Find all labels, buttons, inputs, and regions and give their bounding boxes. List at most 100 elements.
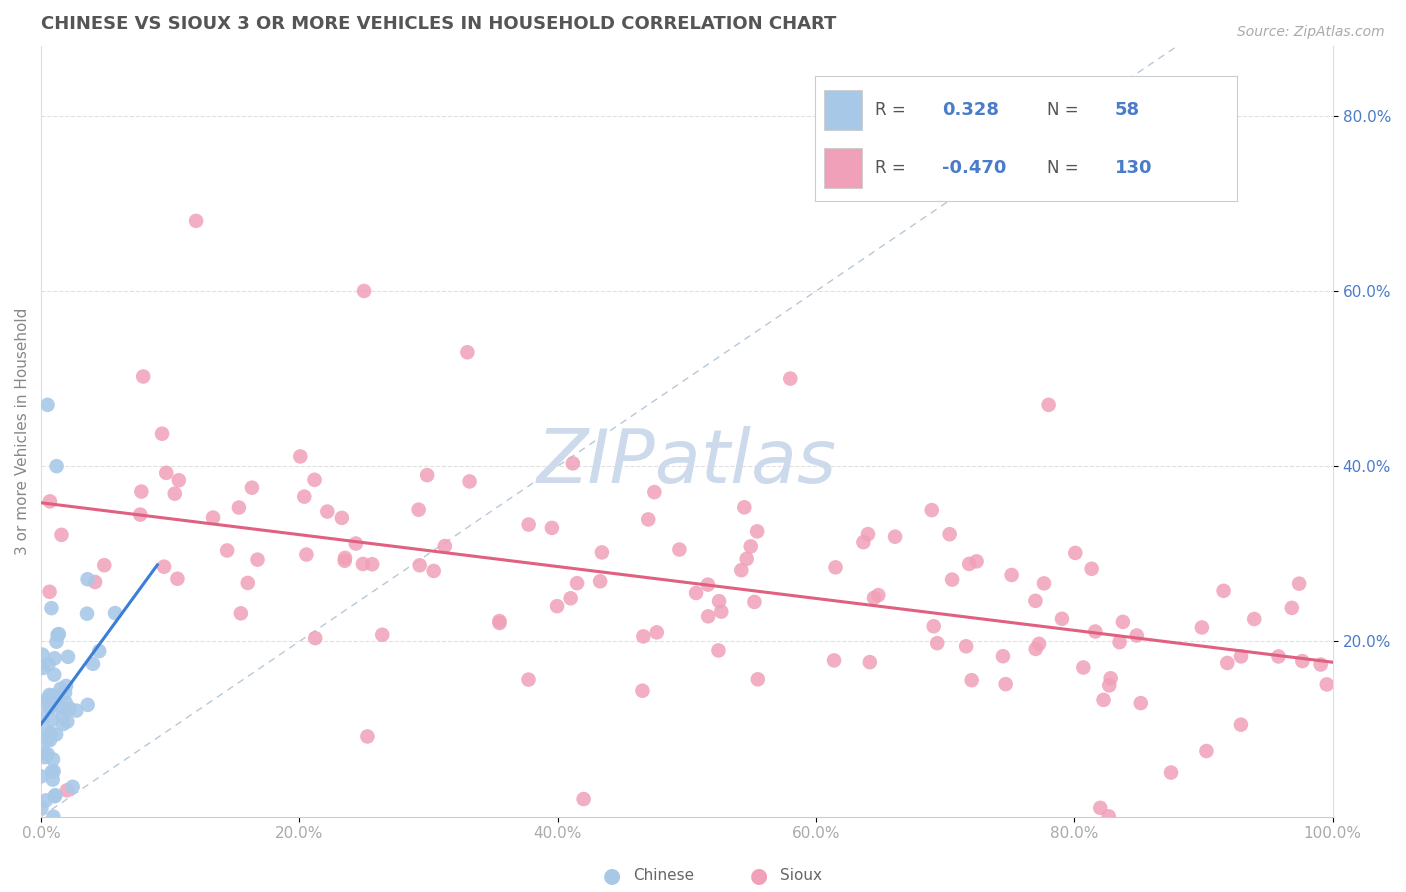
Point (633, 629, 655, 643)
Point (589, 574, 612, 589)
Point (184, 214, 207, 228)
Point (217, 543, 239, 558)
Point (38, 688, 60, 702)
Point (645, 625, 668, 640)
Point (1108, 635, 1130, 649)
Point (643, 485, 665, 500)
Point (371, 628, 394, 642)
Point (572, 792, 595, 806)
Point (304, 631, 326, 645)
Point (295, 548, 318, 562)
Point (685, 586, 707, 600)
Point (416, 468, 439, 483)
Point (1112, 615, 1135, 629)
Point (1281, 600, 1303, 615)
Point (1288, 576, 1310, 591)
Point (488, 614, 510, 628)
Point (163, 486, 186, 500)
Point (236, 576, 259, 591)
Point (316, 504, 339, 518)
Point (35, 793, 58, 807)
Point (1129, 696, 1152, 710)
Point (707, 643, 730, 657)
Point (1316, 677, 1339, 691)
Point (304, 473, 326, 487)
Point (202, 510, 225, 524)
Point (735, 552, 758, 566)
Point (868, 588, 890, 602)
Point (41, 713, 63, 727)
Text: ●: ● (603, 866, 620, 886)
Y-axis label: 3 or more Vehicles in Household: 3 or more Vehicles in Household (15, 308, 30, 555)
Point (1000, 568, 1022, 582)
Text: ●: ● (751, 866, 768, 886)
Point (361, 558, 384, 572)
Point (290, 450, 312, 464)
Point (37, 733, 59, 747)
Point (167, 473, 190, 487)
Text: ZIPatlas: ZIPatlas (537, 426, 837, 498)
Text: -0.470: -0.470 (942, 160, 1007, 178)
Point (852, 535, 875, 549)
Text: 130: 130 (1115, 160, 1153, 178)
Point (45, 634, 67, 648)
Point (927, 636, 949, 650)
Point (823, 653, 845, 667)
Point (246, 552, 269, 566)
Point (76, 572, 98, 586)
Text: Source: ZipAtlas.com: Source: ZipAtlas.com (1237, 25, 1385, 39)
Point (458, 475, 481, 489)
Point (229, 607, 252, 621)
Text: 0.328: 0.328 (942, 101, 1000, 119)
Point (45, 459, 67, 474)
Point (1064, 546, 1087, 560)
Point (39, 726, 62, 740)
Point (697, 577, 720, 591)
Point (333, 550, 356, 565)
Point (1291, 654, 1313, 668)
Point (44, 695, 66, 709)
Point (155, 466, 177, 480)
Point (129, 508, 152, 522)
Point (422, 564, 444, 578)
Point (957, 557, 980, 571)
Point (344, 536, 367, 550)
Point (32, 746, 55, 760)
Point (938, 527, 960, 541)
Point (408, 558, 430, 573)
Point (44, 788, 66, 802)
Point (710, 605, 733, 619)
Point (1092, 693, 1115, 707)
Point (42, 809, 65, 823)
Text: N =: N = (1047, 160, 1084, 178)
Point (744, 595, 766, 609)
Point (1230, 717, 1253, 731)
Point (38, 584, 60, 599)
Point (48, 627, 70, 641)
Point (84, 574, 107, 589)
Point (37, 657, 59, 672)
Point (55, 679, 77, 693)
Point (565, 576, 588, 591)
Point (44, 789, 66, 804)
Point (730, 563, 752, 577)
Point (82, 657, 104, 671)
Point (856, 527, 879, 541)
Point (42, 764, 65, 779)
Point (35, 724, 58, 739)
Text: CHINESE VS SIOUX 3 OR MORE VEHICLES IN HOUSEHOLD CORRELATION CHART: CHINESE VS SIOUX 3 OR MORE VEHICLES IN H… (41, 15, 837, 33)
Point (42, 689, 65, 703)
Point (132, 369, 155, 384)
Point (546, 599, 568, 614)
Point (352, 557, 374, 571)
Point (1073, 660, 1095, 674)
Point (46, 628, 69, 642)
Point (37, 747, 59, 761)
Point (955, 640, 977, 654)
Point (740, 540, 762, 554)
Point (733, 500, 755, 515)
Point (1160, 765, 1182, 780)
Point (39, 494, 62, 508)
Point (408, 502, 430, 516)
Point (56, 649, 79, 664)
